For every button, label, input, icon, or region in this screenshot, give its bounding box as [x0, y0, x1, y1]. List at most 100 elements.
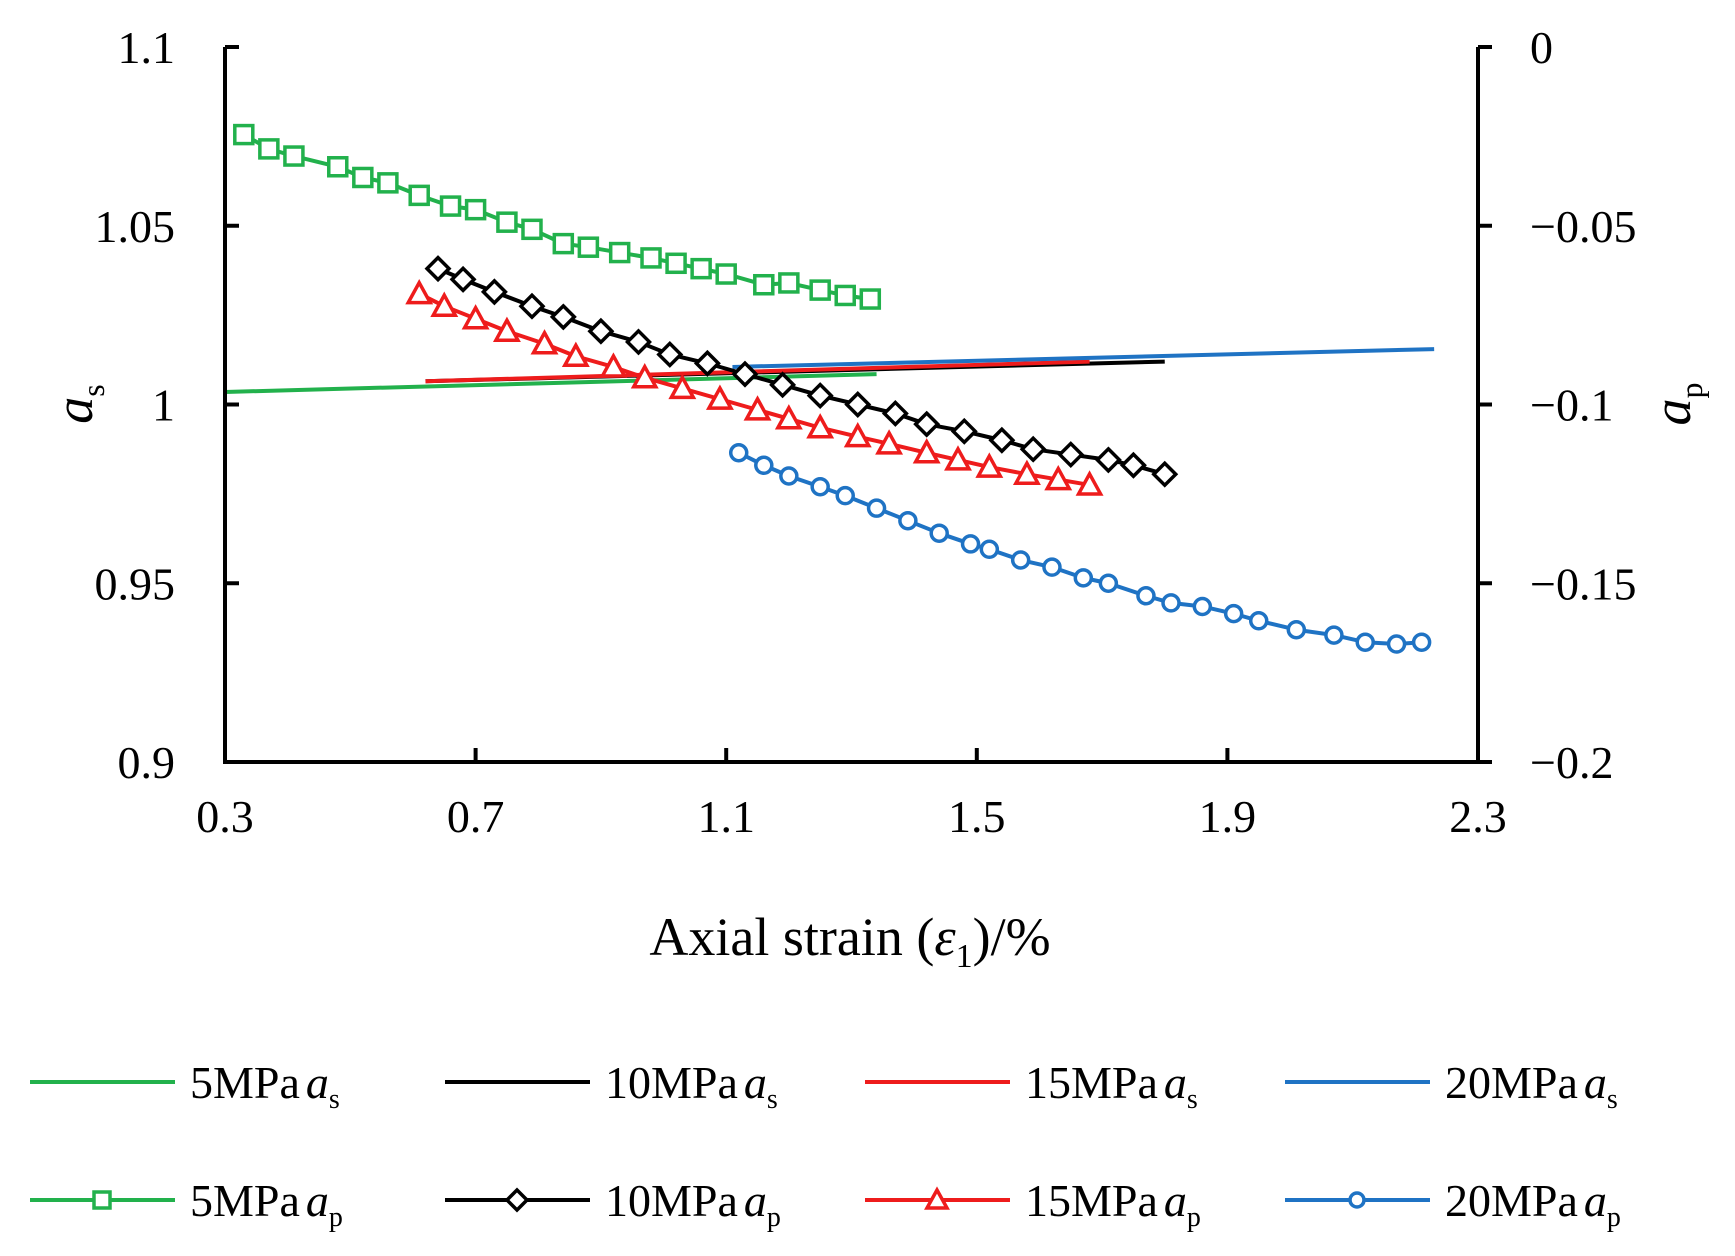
data-point-10mpa-ap — [1119, 451, 1147, 479]
data-point-10mpa-ap — [1094, 446, 1122, 474]
data-point-15mpa-ap — [599, 352, 628, 378]
y-axis-left-title: as — [44, 384, 111, 423]
series-lines — [224, 132, 1435, 647]
data-point-20mpa-ap — [1355, 632, 1375, 652]
legend-item-5mpa-as: 5MPa as — [30, 1057, 340, 1115]
legend-label: 15MPa as — [1025, 1057, 1198, 1115]
data-point-20mpa-ap — [728, 443, 749, 463]
data-point-5mpa-ap — [521, 218, 543, 241]
data-point-20mpa-ap — [1286, 619, 1307, 640]
data-point-20mpa-ap — [1386, 634, 1407, 654]
data-point-20mpa-ap — [960, 534, 981, 554]
data-point-10mpa-ap — [656, 340, 684, 368]
data-point-10mpa-ap — [625, 328, 652, 356]
legend-marker — [92, 1190, 112, 1210]
data-point-10mpa-ap — [1057, 441, 1085, 469]
data-point-10mpa-ap — [518, 292, 546, 320]
data-point-5mpa-ap — [408, 184, 430, 207]
y-right-tick-label: −0.15 — [1530, 558, 1636, 609]
data-point-5mpa-ap — [439, 195, 462, 217]
x-tick-label: 0.3 — [196, 791, 254, 842]
data-point-15mpa-ap — [561, 341, 590, 367]
data-point-5mpa-ap — [859, 288, 882, 310]
data-point-20mpa-ap — [779, 466, 799, 486]
y-axis-right-symbol: a — [1642, 399, 1702, 426]
data-point-10mpa-ap — [1151, 460, 1179, 488]
legend-marker — [504, 1187, 530, 1213]
legend-item-15mpa-ap: 15MPa ap — [865, 1175, 1201, 1233]
data-point-5mpa-ap — [377, 172, 399, 194]
legend-marker — [1348, 1191, 1366, 1209]
data-point-10mpa-ap — [587, 317, 615, 345]
legend-label: 10MPa as — [605, 1057, 778, 1115]
tick-labels: 0.3 0.7 1.1 1.5 1.9 2.3 0.9 0.95 1 1.05 1.1 −0.2 −0.… — [95, 22, 1637, 842]
data-point-10mpa-ap — [693, 349, 721, 377]
data-point-5mpa-ap — [608, 241, 631, 264]
series-line-15mpa-as — [425, 359, 1090, 384]
data-point-15mpa-ap — [806, 413, 835, 439]
data-point-15mpa-ap — [705, 384, 734, 410]
x-tick-label: 1.5 — [948, 791, 1006, 842]
x-axis-title: Axial strain (ε1)/% — [649, 907, 1050, 975]
series-line-20mpa-as — [732, 347, 1435, 369]
legend: 5MPa as 10MPa as 15MPa as 20MPa as 5MPa ap 10MPa ap… — [30, 1057, 1621, 1233]
data-point-20mpa-ap — [1223, 603, 1244, 624]
data-point-15mpa-ap — [975, 452, 1004, 478]
data-point-15mpa-ap — [774, 404, 803, 430]
series-line-5mpa-as — [224, 372, 877, 394]
data-point-10mpa-ap — [881, 399, 909, 427]
data-point-20mpa-ap — [979, 539, 1000, 560]
data-point-10mpa-ap — [988, 426, 1016, 454]
data-point-15mpa-ap — [944, 445, 972, 471]
y-axis-right-title: ap — [1642, 383, 1709, 426]
legend-label: 20MPa ap — [1445, 1175, 1621, 1233]
y-right-tick-label: −0.1 — [1530, 380, 1613, 431]
data-point-20mpa-ap — [1324, 625, 1344, 645]
data-point-20mpa-ap — [1411, 632, 1432, 652]
legend-item-10mpa-as: 10MPa as — [445, 1057, 778, 1115]
data-point-10mpa-ap — [449, 265, 477, 293]
data-point-20mpa-ap — [929, 523, 949, 543]
y-axis-left-sub: s — [75, 384, 111, 396]
data-point-10mpa-ap — [950, 417, 978, 445]
data-point-20mpa-ap — [866, 498, 887, 518]
data-point-15mpa-ap — [430, 291, 459, 317]
x-axis-title-symbol: ε — [934, 907, 956, 967]
data-point-20mpa-ap — [1073, 568, 1094, 588]
data-point-20mpa-ap — [754, 455, 774, 476]
data-point-5mpa-ap — [665, 252, 687, 275]
data-point-5mpa-ap — [496, 211, 518, 233]
data-point-5mpa-ap — [552, 232, 575, 255]
data-point-5mpa-ap — [233, 123, 255, 146]
y-left-tick-label: 1 — [152, 380, 175, 431]
data-point-20mpa-ap — [1010, 550, 1031, 570]
legend-label: 15MPa ap — [1025, 1175, 1201, 1233]
data-point-5mpa-ap — [690, 257, 712, 280]
data-point-10mpa-ap — [769, 371, 797, 399]
data-point-5mpa-ap — [464, 198, 487, 221]
data-point-20mpa-ap — [1042, 557, 1062, 577]
data-point-10mpa-ap — [1019, 435, 1047, 463]
data-point-15mpa-ap — [405, 279, 434, 305]
series-line-10mpa-ap — [437, 266, 1166, 477]
x-tick-label: 0.7 — [447, 791, 505, 842]
data-point-15mpa-ap — [1012, 459, 1041, 485]
data-point-5mpa-ap — [258, 138, 280, 160]
data-point-10mpa-ap — [549, 303, 577, 331]
data-point-15mpa-ap — [875, 429, 904, 455]
data-point-10mpa-ap — [806, 382, 834, 410]
y-left-tick-label: 1.05 — [95, 201, 176, 252]
data-point-10mpa-ap — [913, 410, 941, 438]
data-point-5mpa-ap — [327, 156, 349, 178]
data-point-5mpa-ap — [352, 166, 374, 189]
svg-text:ap: ap — [1642, 383, 1709, 426]
y-left-tick-label: 0.95 — [95, 558, 176, 609]
series-markers — [233, 123, 1432, 654]
data-point-20mpa-ap — [1248, 611, 1269, 631]
legend-item-15mpa-as: 15MPa as — [865, 1057, 1198, 1115]
data-point-20mpa-ap — [835, 485, 855, 506]
data-point-5mpa-ap — [283, 145, 305, 167]
data-point-15mpa-ap — [843, 422, 872, 448]
data-point-5mpa-ap — [809, 279, 831, 301]
